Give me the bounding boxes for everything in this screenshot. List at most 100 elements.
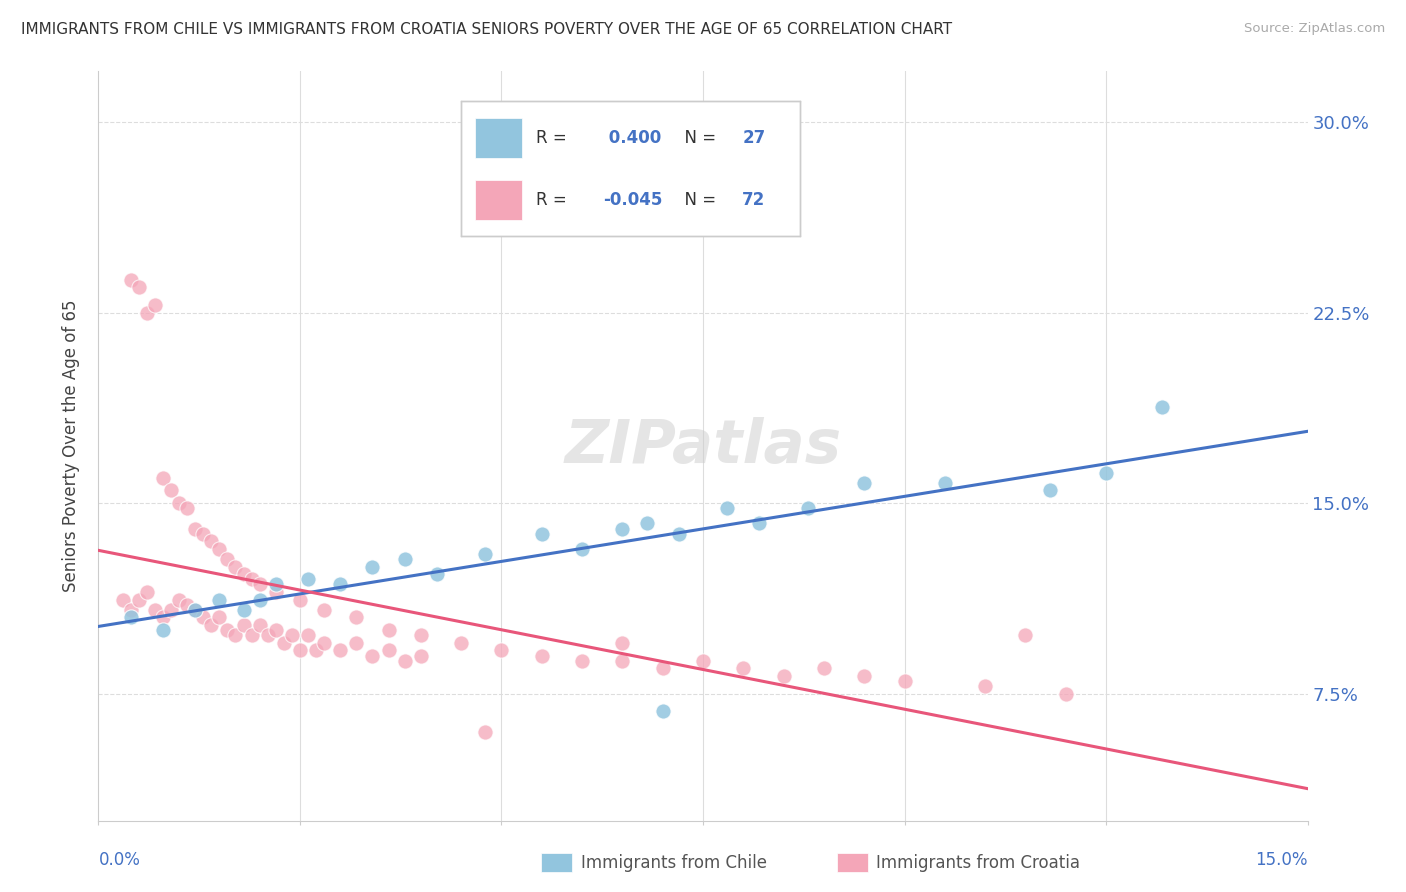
Point	[797, 501, 820, 516]
Point	[167, 592, 190, 607]
Point	[409, 628, 432, 642]
Point	[530, 526, 553, 541]
Point	[692, 654, 714, 668]
Point	[143, 298, 166, 312]
Point	[344, 636, 367, 650]
Text: ZIPatlas: ZIPatlas	[564, 417, 842, 475]
Point	[288, 592, 311, 607]
Point	[377, 623, 399, 637]
Text: Immigrants from Chile: Immigrants from Chile	[581, 854, 766, 871]
Point	[1054, 687, 1077, 701]
Point	[314, 636, 336, 650]
Point	[636, 516, 658, 531]
Point	[297, 572, 319, 586]
Point	[232, 567, 254, 582]
Point	[135, 306, 157, 320]
Point	[571, 541, 593, 556]
Point	[1152, 400, 1174, 414]
Point	[297, 628, 319, 642]
Point	[120, 610, 142, 624]
Point	[273, 636, 295, 650]
Point	[264, 577, 287, 591]
Point	[571, 654, 593, 668]
Point	[120, 603, 142, 617]
Point	[152, 471, 174, 485]
Point	[288, 643, 311, 657]
Point	[184, 603, 207, 617]
Point	[409, 648, 432, 663]
Text: IMMIGRANTS FROM CHILE VS IMMIGRANTS FROM CROATIA SENIORS POVERTY OVER THE AGE OF: IMMIGRANTS FROM CHILE VS IMMIGRANTS FROM…	[21, 22, 952, 37]
Point	[240, 628, 263, 642]
Point	[249, 618, 271, 632]
Point	[361, 559, 384, 574]
Point	[668, 526, 690, 541]
Point	[853, 669, 876, 683]
Point	[160, 483, 183, 498]
Point	[394, 552, 416, 566]
Point	[217, 552, 239, 566]
Point	[853, 475, 876, 490]
Point	[377, 643, 399, 657]
Point	[176, 598, 198, 612]
Point	[128, 280, 150, 294]
Point	[217, 623, 239, 637]
Point	[772, 669, 794, 683]
Point	[474, 724, 496, 739]
Point	[716, 501, 738, 516]
Point	[491, 643, 513, 657]
Point	[200, 534, 222, 549]
Point	[1039, 483, 1062, 498]
Point	[281, 628, 304, 642]
Point	[394, 654, 416, 668]
Point	[733, 661, 755, 675]
Point	[224, 628, 246, 642]
Point	[208, 541, 231, 556]
Point	[200, 618, 222, 632]
Point	[232, 618, 254, 632]
Point	[240, 572, 263, 586]
Point	[167, 496, 190, 510]
Point	[120, 272, 142, 286]
Point	[893, 673, 915, 688]
Point	[426, 567, 449, 582]
Point	[305, 643, 328, 657]
Point	[152, 610, 174, 624]
Point	[193, 526, 215, 541]
Point	[612, 522, 634, 536]
Point	[329, 577, 352, 591]
Point	[249, 577, 271, 591]
Point	[1014, 628, 1036, 642]
Point	[184, 522, 207, 536]
Text: 15.0%: 15.0%	[1256, 851, 1308, 869]
Text: Source: ZipAtlas.com: Source: ZipAtlas.com	[1244, 22, 1385, 36]
Point	[152, 623, 174, 637]
Point	[135, 585, 157, 599]
Point	[176, 501, 198, 516]
Point	[314, 603, 336, 617]
Point	[208, 592, 231, 607]
Point	[612, 636, 634, 650]
Point	[111, 592, 134, 607]
Point	[249, 592, 271, 607]
Point	[264, 623, 287, 637]
Point	[651, 661, 673, 675]
Point	[361, 648, 384, 663]
Point	[224, 559, 246, 574]
Point	[1095, 466, 1118, 480]
Y-axis label: Seniors Poverty Over the Age of 65: Seniors Poverty Over the Age of 65	[62, 300, 80, 592]
Point	[450, 636, 472, 650]
Point	[184, 603, 207, 617]
Point	[474, 547, 496, 561]
Point	[813, 661, 835, 675]
Point	[143, 603, 166, 617]
Point	[748, 516, 770, 531]
Point	[651, 705, 673, 719]
Point	[128, 592, 150, 607]
Point	[974, 679, 997, 693]
Text: Immigrants from Croatia: Immigrants from Croatia	[876, 854, 1080, 871]
Point	[264, 585, 287, 599]
Point	[193, 610, 215, 624]
Text: 0.0%: 0.0%	[98, 851, 141, 869]
Point	[612, 654, 634, 668]
Point	[934, 475, 956, 490]
